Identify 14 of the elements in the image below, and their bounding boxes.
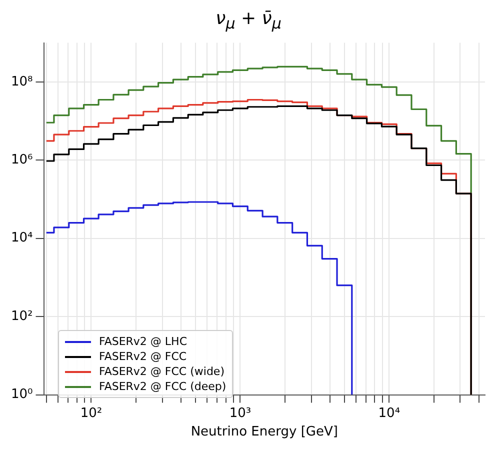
y-tick-label: 10⁰ xyxy=(10,387,33,402)
legend-label: FASERv2 @ FCC (wide) xyxy=(99,364,224,379)
y-tick-label: 10² xyxy=(10,308,33,324)
legend-label: FASERv2 @ FCC (deep) xyxy=(99,379,226,394)
x-tick-label: 10⁴ xyxy=(378,406,400,421)
chart-title: ν$_{μ}$ + ν̄$_{μ}$ xyxy=(214,8,282,33)
y-tick-label: 10⁶ xyxy=(10,152,33,168)
x-axis-title: Neutrino Energy [GeV] xyxy=(190,424,338,440)
x-tick-label: 10³ xyxy=(229,406,252,421)
x-tick-label: 10² xyxy=(80,406,102,421)
y-tick-label: 10⁴ xyxy=(10,230,33,246)
y-tick-label: 10⁸ xyxy=(10,74,33,90)
legend-label: FASERv2 @ LHC xyxy=(99,334,187,349)
legend-label: FASERv2 @ FCC xyxy=(99,349,187,364)
